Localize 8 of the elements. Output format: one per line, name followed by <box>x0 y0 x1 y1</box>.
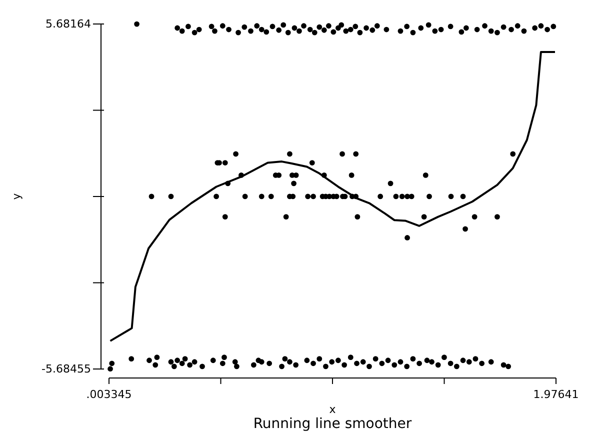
text: Running line smoother <box>253 416 412 432</box>
y-tick-label: 5.68164 <box>46 18 91 31</box>
x-tick-label: .003345 <box>86 388 132 401</box>
y-axis-title: y <box>10 192 23 200</box>
x-axis-title: x <box>329 403 336 416</box>
y-tick-label: -5.68455 <box>42 362 91 376</box>
x-tick-label: 1.97641 <box>533 388 579 401</box>
line-series <box>109 50 556 342</box>
